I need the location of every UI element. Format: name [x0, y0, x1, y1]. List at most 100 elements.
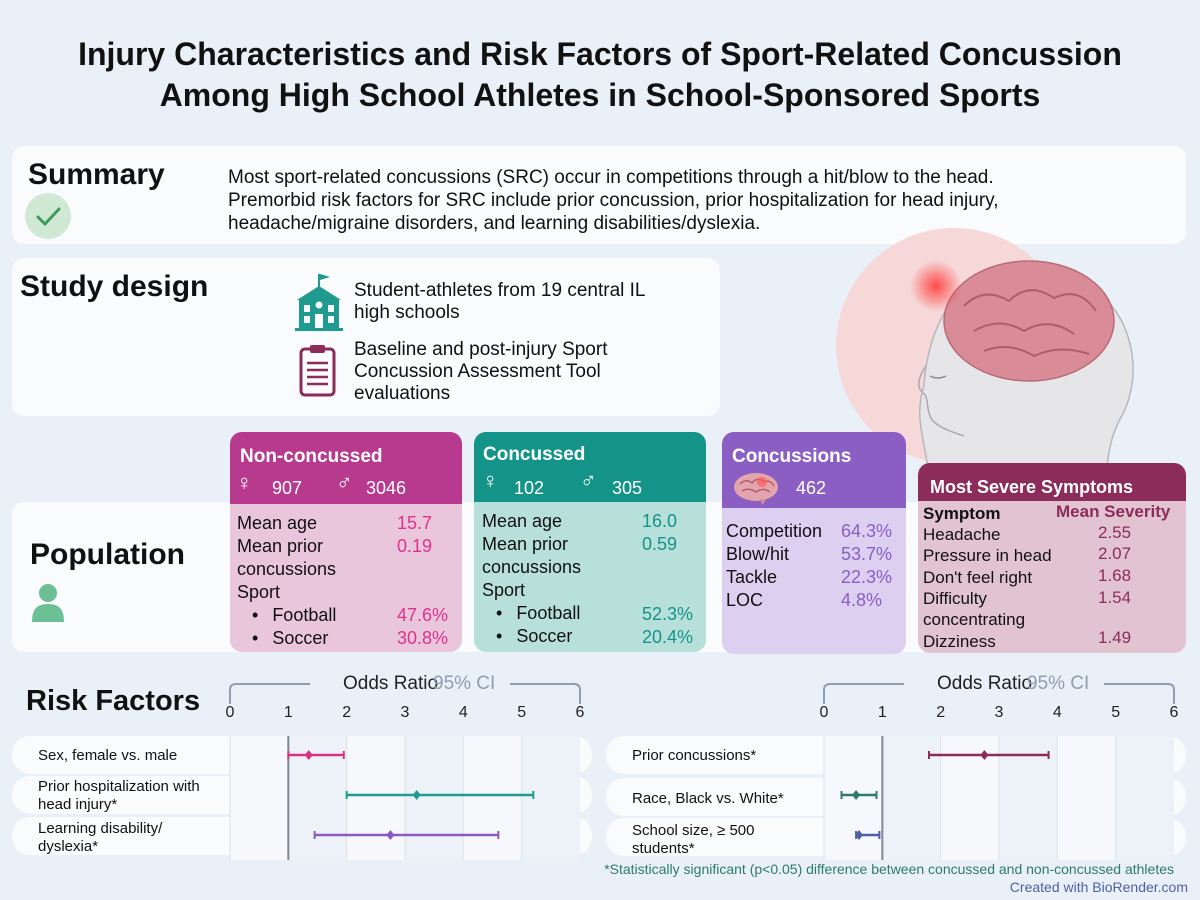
plot-band [1115, 736, 1174, 860]
tick-label: 2 [342, 704, 351, 721]
concussed-prior-label-1: Mean prior [482, 534, 569, 554]
non-concussed-mean-age-label: Mean age [237, 513, 318, 533]
summary-text: Most sport-related concussions (SRC) occ… [228, 166, 999, 235]
non-concussed-soccer-label: Soccer [230, 627, 328, 650]
symptom-label: Don't feel right [923, 568, 1033, 587]
symptom-severity: 2.07 [1098, 544, 1132, 563]
risk-row-label-line: School size, ≥ 500 [632, 822, 755, 839]
study-design-item-2-line-3: evaluations [354, 383, 451, 404]
concussions-header: Concussions 462 [722, 432, 906, 508]
concussed-mean-age-label: Mean age [482, 511, 563, 531]
concussed-male-count: 305 [612, 478, 643, 498]
non-concussed-male-count: 3046 [366, 478, 407, 498]
tick-label: 0 [820, 704, 829, 721]
risk-row-label-line: Prior hospitalization with [38, 778, 200, 795]
concussions-card: Concussions 462 Competition 64.3% Blow/h… [722, 432, 906, 654]
summary-line-1: Most sport-related concussions (SRC) occ… [228, 167, 994, 188]
risk-row-label-line: head injury* [38, 796, 118, 813]
tick-label: 3 [995, 704, 1004, 721]
risk-row-label: Race, Black vs. White* [632, 790, 784, 808]
odds-ratio-point [980, 750, 989, 760]
female-icon: ♀ [236, 470, 253, 495]
concussed-mean-age: 16.0 [642, 511, 678, 531]
symptom-severity: 1.68 [1098, 566, 1132, 585]
tick-label: 6 [1170, 704, 1179, 721]
concussed-soccer-label: Soccer [474, 625, 572, 648]
non-concussed-prior-label-2: concussions [237, 559, 337, 579]
tick-label: 4 [459, 704, 468, 721]
axis-title: Odds Ratio [937, 673, 1032, 694]
female-icon: ♀ [482, 468, 499, 493]
concussions-row-value: 64.3% [841, 521, 893, 541]
non-concussed-prior: 0.19 [397, 536, 433, 556]
ci-label: 95% CI [433, 673, 495, 694]
non-concussed-mean-age: 15.7 [397, 513, 433, 533]
title-line-1: Injury Characteristics and Risk Factors … [78, 36, 1122, 72]
footnote: *Statistically significant (p<0.05) diff… [604, 861, 1174, 877]
concussed-female-count: 102 [514, 478, 545, 498]
tick-label: 4 [1053, 704, 1062, 721]
concussed-prior-label-2: concussions [482, 557, 582, 577]
axis-title: Odds Ratio [343, 673, 438, 694]
plot-band [230, 736, 289, 860]
concussions-row-label: Competition [726, 521, 823, 541]
population-heading: Population [30, 538, 185, 571]
page-title: Injury Characteristics and Risk Factors … [0, 34, 1200, 116]
concussions-row-value: 22.3% [841, 567, 893, 587]
plot-band [405, 736, 464, 860]
concussed-header: Concussed ♀ 102 ♂ 305 [474, 432, 706, 502]
concussions-title: Concussions [732, 446, 852, 467]
symptom-label: Pressure in head [923, 546, 1052, 565]
concussions-row-label: LOC [726, 590, 764, 610]
study-design-item-2-line-2: Concussion Assessment Tool [354, 361, 601, 382]
clipboard-icon [299, 345, 336, 397]
non-concussed-soccer: 30.8% [397, 628, 449, 648]
odds-ratio-point [412, 790, 421, 800]
risk-row-label: Prior concussions* [632, 747, 756, 765]
study-design-item-2: Baseline and post-injury Sport Concussio… [354, 339, 607, 405]
study-design-heading: Study design [20, 270, 209, 303]
tick-label: 3 [401, 704, 410, 721]
symptom-severity: 2.55 [1098, 523, 1132, 542]
concussions-row-value: 53.7% [841, 544, 893, 564]
summary-card [12, 146, 1186, 244]
study-design-item-2-line-1: Baseline and post-injury Sport [354, 339, 608, 360]
plot-band [288, 736, 347, 860]
tick-label: 2 [936, 704, 945, 721]
concussed-soccer: 20.4% [642, 627, 694, 647]
title-line-2: Among High School Athletes in School-Spo… [159, 77, 1041, 113]
non-concussed-sport-label: Sport [237, 582, 281, 602]
risk-row-label-line: dyslexia* [38, 838, 99, 855]
symptom-severity: 1.54 [1098, 588, 1132, 607]
non-concussed-female-count: 907 [272, 478, 303, 498]
concussed-football: 52.3% [642, 604, 694, 624]
plot-band [521, 736, 580, 860]
plot-band [346, 736, 405, 860]
concussions-count: 462 [796, 478, 827, 498]
summary-line-2: Premorbid risk factors for SRC include p… [228, 190, 999, 211]
credit-text: Created with BioRender.com [1009, 879, 1188, 895]
school-icon [295, 274, 343, 331]
plot-band [882, 736, 941, 860]
risk-factors-heading: Risk Factors [26, 685, 201, 717]
odds-ratio-point [855, 830, 863, 840]
non-concussed-football: 47.6% [397, 605, 449, 625]
study-design-card [12, 258, 720, 416]
summary-heading: Summary [28, 158, 165, 191]
concussed-prior: 0.59 [642, 534, 678, 554]
odds-ratio-point [304, 750, 313, 760]
concussions-row-value: 4.8% [841, 590, 883, 610]
person-icon [32, 584, 64, 622]
concussions-row-label: Tackle [726, 567, 778, 587]
plot-band [824, 736, 883, 860]
risk-row-label-line: Prior concussions* [632, 747, 757, 764]
risk-row-label: Sex, female vs. male [38, 747, 177, 765]
non-concussed-football-label: Football [230, 604, 336, 627]
plot-band [940, 736, 999, 860]
study-design-item-1-line-1: Student-athletes from 19 central IL [354, 280, 646, 301]
concussions-row-label: Blow/hit [726, 544, 790, 564]
odds-ratio-point [386, 830, 395, 840]
risk-row-label: Prior hospitalization with head injury* [38, 778, 200, 814]
